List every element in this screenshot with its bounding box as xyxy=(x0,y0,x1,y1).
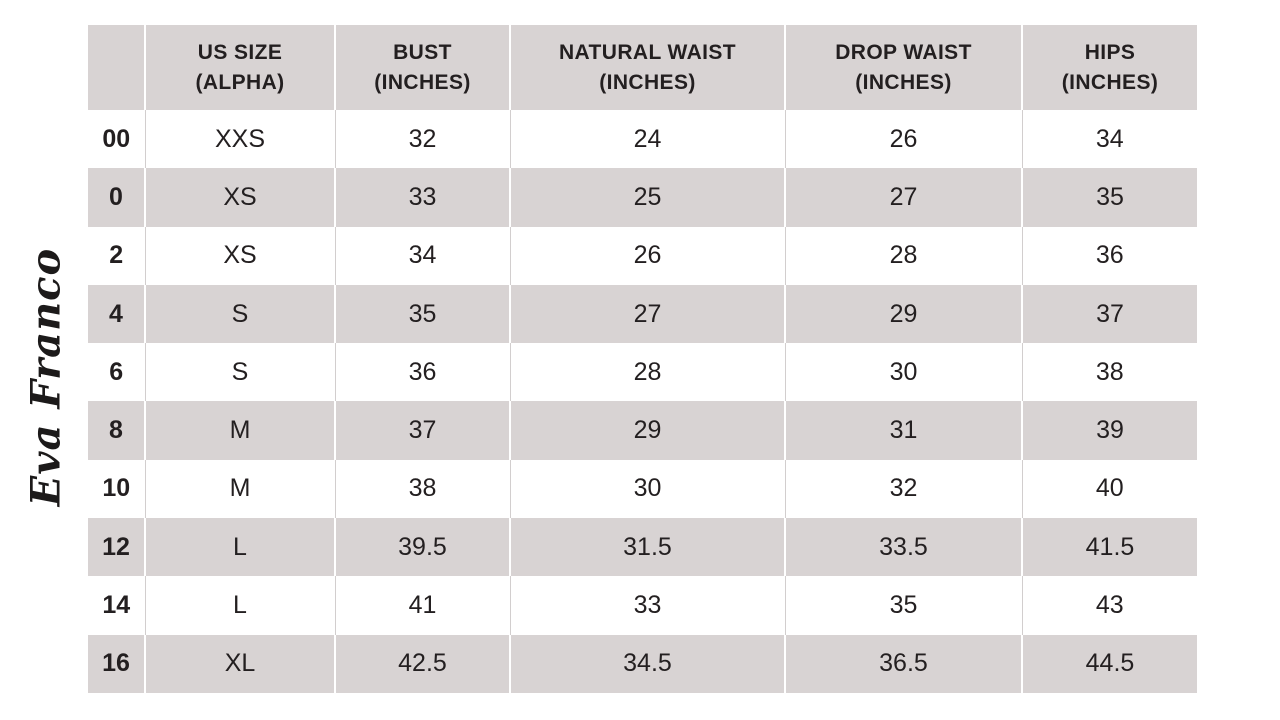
cell-alpha-size: M xyxy=(144,459,335,519)
row-label: 16 xyxy=(88,634,145,693)
cell-alpha-size: M xyxy=(144,401,335,460)
row-label: 0 xyxy=(88,168,145,227)
cell-drop-waist: 31 xyxy=(784,401,1022,460)
table-row-size-6: 6 S 36 28 30 38 xyxy=(88,343,1197,402)
cell-drop-waist: 36.5 xyxy=(784,634,1022,693)
cell-bust: 33 xyxy=(334,168,510,227)
cell-drop-waist: 27 xyxy=(784,168,1022,227)
column-header-hips: HIPS (INCHES) xyxy=(1021,25,1197,110)
cell-bust: 41 xyxy=(334,576,510,635)
cell-alpha-size: S xyxy=(144,284,335,344)
size-chart-table: US SIZE (ALPHA) BUST (INCHES) NATURAL WA… xyxy=(88,25,1197,693)
cell-hips: 37 xyxy=(1021,284,1197,344)
table-row-size-12: 12 L 39.5 31.5 33.5 41.5 xyxy=(88,518,1197,577)
cell-natural-waist: 27 xyxy=(509,284,785,344)
cell-natural-waist: 24 xyxy=(509,110,785,169)
table-row-size-14: 14 L 41 33 35 43 xyxy=(88,576,1197,635)
column-header-us-size-alpha: US SIZE (ALPHA) xyxy=(144,25,335,110)
corner-cell xyxy=(88,25,145,110)
cell-hips: 36 xyxy=(1021,226,1197,285)
row-label: 6 xyxy=(88,343,145,402)
row-label: 2 xyxy=(88,226,145,285)
cell-natural-waist: 34.5 xyxy=(509,634,785,693)
cell-bust: 37 xyxy=(334,401,510,460)
cell-natural-waist: 29 xyxy=(509,401,785,460)
cell-drop-waist: 32 xyxy=(784,459,1022,519)
cell-hips: 39 xyxy=(1021,401,1197,460)
cell-hips: 35 xyxy=(1021,168,1197,227)
cell-hips: 34 xyxy=(1021,110,1197,169)
column-header-bust: BUST (INCHES) xyxy=(334,25,510,110)
table-row-size-16: 16 XL 42.5 34.5 36.5 44.5 xyxy=(88,634,1197,693)
cell-bust: 36 xyxy=(334,343,510,402)
cell-natural-waist: 28 xyxy=(509,343,785,402)
row-label: 14 xyxy=(88,576,145,635)
column-header-drop-waist: DROP WAIST (INCHES) xyxy=(784,25,1022,110)
cell-bust: 34 xyxy=(334,226,510,285)
cell-bust: 42.5 xyxy=(334,634,510,693)
cell-hips: 44.5 xyxy=(1021,634,1197,693)
row-label: 12 xyxy=(88,518,145,577)
cell-drop-waist: 33.5 xyxy=(784,518,1022,577)
cell-natural-waist: 33 xyxy=(509,576,785,635)
cell-drop-waist: 28 xyxy=(784,226,1022,285)
row-label: 10 xyxy=(88,459,145,519)
cell-bust: 32 xyxy=(334,110,510,169)
cell-bust: 39.5 xyxy=(334,518,510,577)
cell-alpha-size: S xyxy=(144,343,335,402)
cell-natural-waist: 31.5 xyxy=(509,518,785,577)
cell-alpha-size: XXS xyxy=(144,110,335,169)
cell-alpha-size: L xyxy=(144,518,335,577)
cell-alpha-size: XL xyxy=(144,634,335,693)
cell-drop-waist: 26 xyxy=(784,110,1022,169)
cell-hips: 40 xyxy=(1021,459,1197,519)
table-row-size-10: 10 M 38 30 32 40 xyxy=(88,459,1197,519)
cell-hips: 38 xyxy=(1021,343,1197,402)
cell-alpha-size: XS xyxy=(144,226,335,285)
row-label: 00 xyxy=(88,110,145,169)
cell-drop-waist: 30 xyxy=(784,343,1022,402)
cell-natural-waist: 30 xyxy=(509,459,785,519)
table-row-size-4: 4 S 35 27 29 37 xyxy=(88,284,1197,344)
row-label: 4 xyxy=(88,284,145,344)
column-header-natural-waist: NATURAL WAIST (INCHES) xyxy=(509,25,785,110)
cell-natural-waist: 26 xyxy=(509,226,785,285)
cell-bust: 35 xyxy=(334,284,510,344)
cell-bust: 38 xyxy=(334,459,510,519)
table-row-size-8: 8 M 37 29 31 39 xyxy=(88,401,1197,460)
cell-hips: 41.5 xyxy=(1021,518,1197,577)
table-row-size-2: 2 XS 34 26 28 36 xyxy=(88,226,1197,285)
cell-hips: 43 xyxy=(1021,576,1197,635)
cell-alpha-size: XS xyxy=(144,168,335,227)
cell-drop-waist: 35 xyxy=(784,576,1022,635)
row-label: 8 xyxy=(88,401,145,460)
header-row: US SIZE (ALPHA) BUST (INCHES) NATURAL WA… xyxy=(88,25,1197,110)
brand-logo-text: Eva Franco xyxy=(22,247,70,507)
cell-natural-waist: 25 xyxy=(509,168,785,227)
table-row-size-00: 00 XXS 32 24 26 34 xyxy=(88,110,1197,169)
table-row-size-0: 0 XS 33 25 27 35 xyxy=(88,168,1197,227)
cell-alpha-size: L xyxy=(144,576,335,635)
cell-drop-waist: 29 xyxy=(784,284,1022,344)
